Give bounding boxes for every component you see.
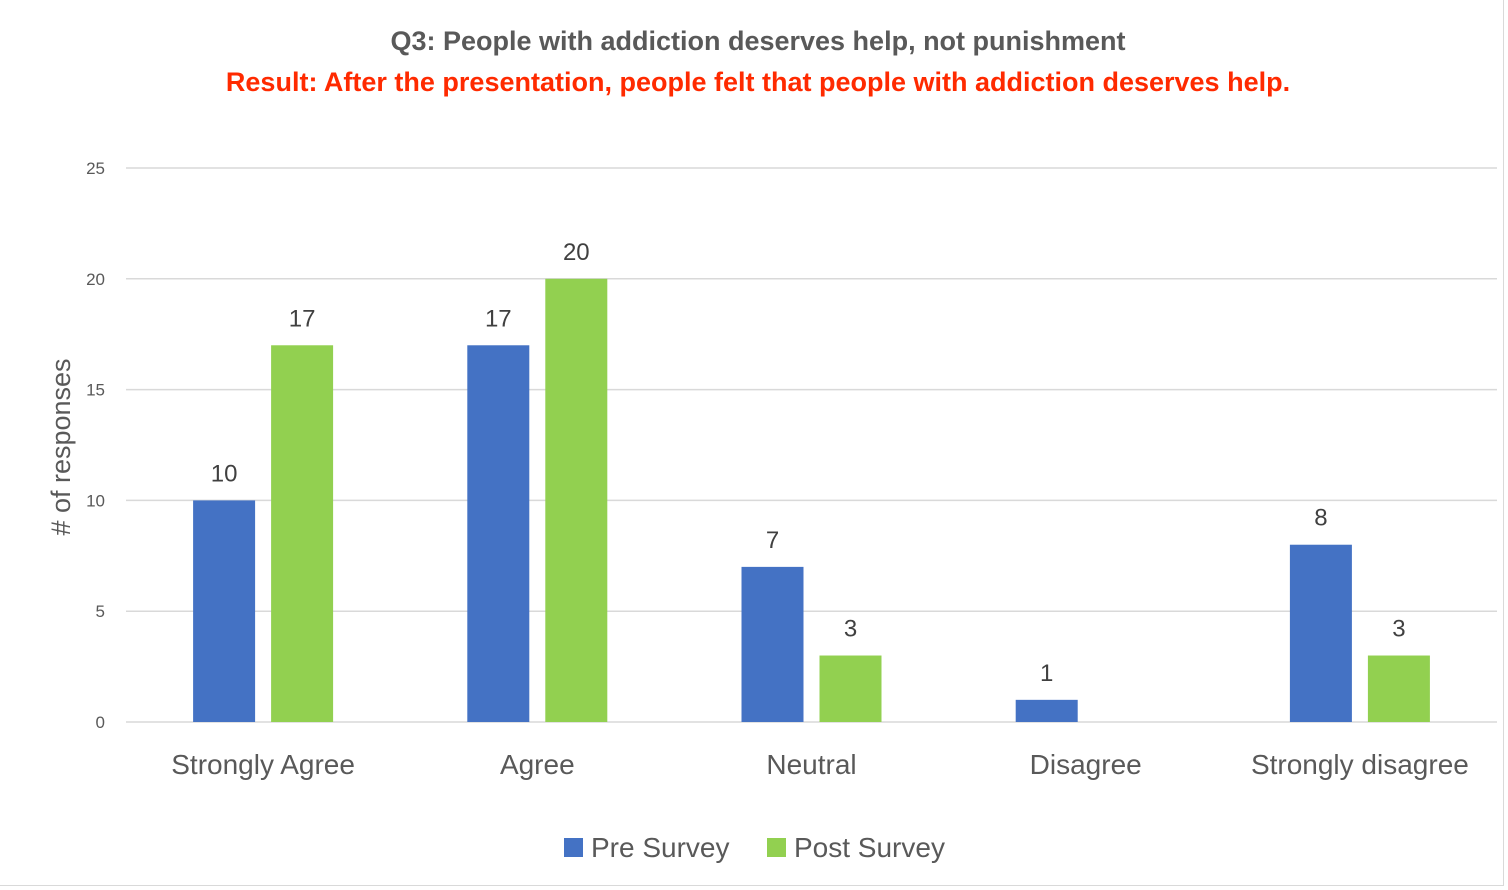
bar-post-1 <box>545 278 608 722</box>
x-tick-label: Strongly disagree <box>1251 749 1469 780</box>
data-label: 7 <box>766 527 779 554</box>
y-axis-label: # of responses <box>46 358 76 535</box>
data-label: 8 <box>1314 505 1327 532</box>
bar-pre-4 <box>1289 544 1352 722</box>
bar-post-4 <box>1367 655 1430 722</box>
x-axis-ticks: Strongly Agree Agree Neutral Disagree Strong… <box>171 749 1469 780</box>
y-axis-ticks: 0 5 10 15 20 25 <box>86 159 105 732</box>
data-label: 20 <box>563 239 590 266</box>
legend-label: Post Survey <box>794 832 945 863</box>
data-label: 17 <box>485 305 512 332</box>
data-labels: 10 17 17 20 7 3 1 8 3 <box>211 239 1406 687</box>
data-label: 3 <box>844 616 857 643</box>
data-label: 10 <box>211 460 238 487</box>
legend-swatch <box>564 838 583 857</box>
y-tick-label: 10 <box>86 491 105 510</box>
bar-pre-2 <box>741 566 804 722</box>
data-label: 1 <box>1040 660 1053 687</box>
chart-subtitle: Result: After the presentation, people f… <box>225 67 1291 97</box>
y-tick-label: 15 <box>86 381 105 400</box>
bars <box>193 278 1430 722</box>
legend: Pre Survey Post Survey <box>564 832 945 863</box>
bar-pre-3 <box>1015 699 1078 722</box>
x-tick-label: Disagree <box>1030 749 1142 780</box>
bar-post-2 <box>819 655 882 722</box>
legend-label: Pre Survey <box>591 832 730 863</box>
chart-title: Q3: People with addiction deserves help,… <box>390 26 1126 56</box>
y-tick-label: 20 <box>86 270 105 289</box>
x-tick-label: Strongly Agree <box>171 749 355 780</box>
bar-post-0 <box>271 345 334 722</box>
data-label: 3 <box>1392 616 1405 643</box>
gridlines <box>126 167 1497 723</box>
legend-swatch <box>767 838 786 857</box>
bar-pre-1 <box>467 345 530 722</box>
x-tick-label: Agree <box>500 749 575 780</box>
y-tick-label: 25 <box>86 159 105 178</box>
y-tick-label: 5 <box>96 602 105 621</box>
x-tick-label: Neutral <box>766 749 856 780</box>
data-label: 17 <box>289 305 316 332</box>
bar-pre-0 <box>193 500 256 722</box>
y-tick-label: 0 <box>96 713 105 732</box>
